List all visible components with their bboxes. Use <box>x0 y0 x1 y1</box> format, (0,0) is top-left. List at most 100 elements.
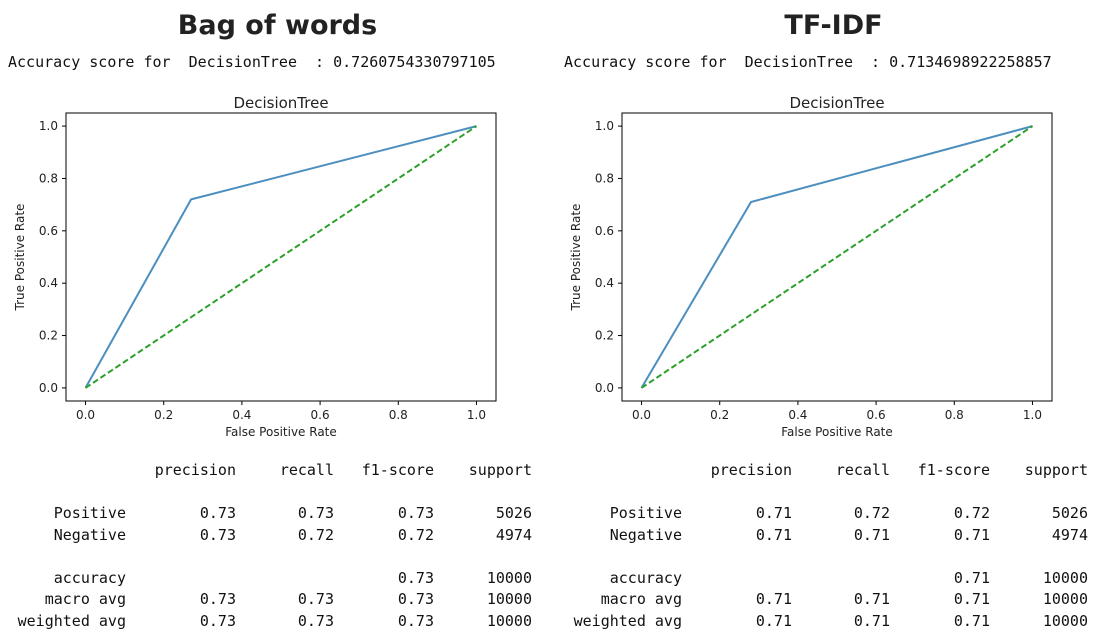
report-cell: 5026 <box>495 504 532 522</box>
report-cell: 10000 <box>1042 611 1088 630</box>
report-cell: 0.71 <box>953 525 990 544</box>
x-axis-label: False Positive Rate <box>225 425 337 439</box>
report-cell: 0.71 <box>755 611 792 630</box>
y-axis-label: True Positive Rate <box>569 204 583 312</box>
row-label: macro avg <box>44 590 126 608</box>
report-cell: 0.71 <box>755 504 792 522</box>
report-row: weighted avg 0.73 0.73 0.73 10000 <box>8 611 532 633</box>
report-cell: recall <box>835 461 890 479</box>
x-tick-label: 0.0 <box>632 408 651 422</box>
chart-title: DecisionTree <box>233 94 328 112</box>
report-cell: 0.73 <box>199 525 236 544</box>
report-cell: 5026 <box>1051 504 1088 522</box>
report-cell: 0.73 <box>199 611 236 630</box>
roc-chart: DecisionTree 0.0 0.2 0.4 0.6 0.8 1.0 0.0 0.2 0.4 0… <box>13 94 497 439</box>
report-cell: recall <box>279 461 334 479</box>
report-row: macro avg 0.71 0.71 0.71 10000 <box>564 589 1088 611</box>
row-label: Negative <box>53 525 126 544</box>
y-tick-label: 0.6 <box>39 224 58 238</box>
accuracy-score-line: Accuracy score for DecisionTree : 0.7134… <box>564 53 1052 71</box>
classification-report: precision recall f1-score support Positive 0.… <box>564 460 1088 632</box>
plot-frame <box>65 112 497 402</box>
x-axis-label: False Positive Rate <box>781 425 893 439</box>
report-row: Positive 0.71 0.72 0.72 5026 <box>564 503 1088 525</box>
row-label: Positive <box>53 504 126 522</box>
report-row: Negative 0.73 0.72 0.72 4974 <box>8 525 532 547</box>
x-tick-label: 0.2 <box>154 408 173 422</box>
x-tick-label: 0.6 <box>867 408 886 422</box>
report-row <box>8 546 532 568</box>
report-row: Negative 0.71 0.71 0.71 4974 <box>564 525 1088 547</box>
plot-frame <box>621 112 1053 402</box>
report-cell: 0.71 <box>853 525 890 544</box>
report-cell: 4974 <box>495 525 532 544</box>
random-baseline-line <box>84 125 478 389</box>
report-spacer <box>564 482 1088 504</box>
report-row <box>564 546 1088 568</box>
classification-report: precision recall f1-score support Positive 0.… <box>8 460 532 632</box>
report-cell: 0.71 <box>853 611 890 630</box>
row-label: weighted avg <box>17 611 126 630</box>
panel-heading: TF-IDF <box>784 10 883 41</box>
report-cell: 0.73 <box>199 590 236 608</box>
report-cell: 0.72 <box>853 504 890 522</box>
report-cell: 0.71 <box>755 590 792 608</box>
y-tick-label: 0.8 <box>39 171 58 185</box>
report-cell: 0.73 <box>397 504 434 522</box>
report-cell: 0.73 <box>397 590 434 608</box>
report-row: Positive 0.73 0.73 0.73 5026 <box>8 503 532 525</box>
y-tick-label: 0.2 <box>595 329 614 343</box>
report-cell: 0.72 <box>397 525 434 544</box>
report-cell: 0.71 <box>953 590 990 608</box>
x-tick-label: 0.6 <box>311 408 330 422</box>
report-cell: 0.73 <box>397 568 434 587</box>
report-row: accuracy 0.71 10000 <box>564 568 1088 590</box>
panel-heading: Bag of words <box>177 10 378 41</box>
report-spacer <box>8 482 532 504</box>
report-cell: 0.71 <box>755 525 792 544</box>
report-cell: precision <box>710 461 792 479</box>
x-tick-label: 0.0 <box>76 408 95 422</box>
y-tick-label: 0.0 <box>39 381 58 395</box>
report-cell: 0.72 <box>953 504 990 522</box>
row-label: Negative <box>609 525 682 544</box>
report-cell: f1-score <box>917 461 990 479</box>
report-cell: 10000 <box>1042 568 1088 587</box>
report-cell: 10000 <box>486 590 532 608</box>
x-tick-label: 1.0 <box>467 408 486 422</box>
row-label: accuracy <box>609 568 682 587</box>
y-tick-label: 0.2 <box>39 329 58 343</box>
row-label: Positive <box>609 504 682 522</box>
report-row: weighted avg 0.71 0.71 0.71 10000 <box>564 611 1088 633</box>
y-tick-label: 1.0 <box>39 119 58 133</box>
x-tick-label: 0.4 <box>232 408 251 422</box>
report-header-row: precision recall f1-score support <box>8 460 532 482</box>
y-tick-label: 0.0 <box>595 381 614 395</box>
report-cell: 0.73 <box>297 590 334 608</box>
report-cell: f1-score <box>361 461 434 479</box>
report-cell: 0.73 <box>297 504 334 522</box>
y-tick-label: 0.4 <box>595 276 614 290</box>
x-tick-label: 0.8 <box>945 408 964 422</box>
report-cell: 0.73 <box>297 611 334 630</box>
tf-idf-panel: TF-IDF Accuracy score for DecisionTree :… <box>556 0 1111 637</box>
y-tick-label: 0.4 <box>39 276 58 290</box>
report-cell: 10000 <box>486 611 532 630</box>
accuracy-score-line: Accuracy score for DecisionTree : 0.7260… <box>8 53 496 71</box>
y-tick-label: 0.6 <box>595 224 614 238</box>
report-cell: 0.71 <box>853 590 890 608</box>
report-cell: 4974 <box>1051 525 1088 544</box>
roc-chart: DecisionTree 0.0 0.2 0.4 0.6 0.8 1.0 0.0 0.2 0.4 0… <box>569 94 1053 439</box>
report-cell: 10000 <box>1042 590 1088 608</box>
report-cell: precision <box>154 461 236 479</box>
y-axis-label: True Positive Rate <box>13 204 27 312</box>
x-tick-label: 0.4 <box>788 408 807 422</box>
random-baseline-line <box>640 125 1034 389</box>
report-cell: 0.71 <box>953 611 990 630</box>
report-cell: support <box>1024 461 1088 479</box>
row-label: weighted avg <box>573 611 682 630</box>
x-tick-label: 0.2 <box>710 408 729 422</box>
report-row: accuracy 0.73 10000 <box>8 568 532 590</box>
x-tick-label: 1.0 <box>1023 408 1042 422</box>
x-tick-label: 0.8 <box>389 408 408 422</box>
